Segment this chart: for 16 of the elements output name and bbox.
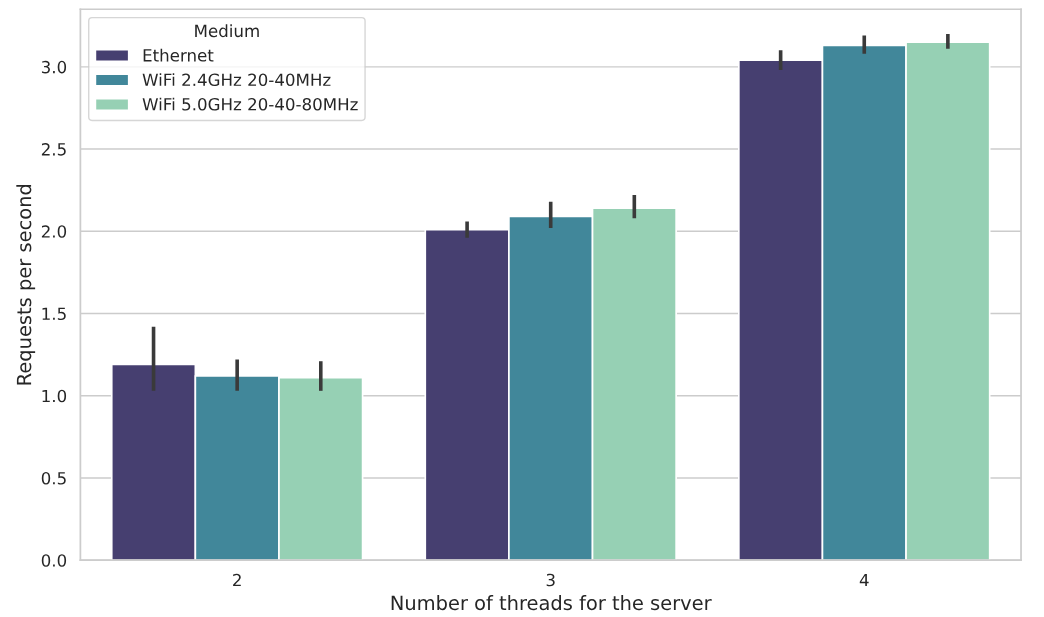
y-tick-label: 2.5 — [41, 143, 66, 156]
y-tick-label: 3.0 — [41, 60, 67, 74]
y-tick-label: 2.0 — [41, 225, 67, 238]
x-tick-label: 2 — [233, 573, 241, 587]
x-tick-label: 4 — [859, 573, 869, 587]
y-tick-label: 1.0 — [42, 389, 67, 403]
legend-label: WiFi 5.0GHz 20-40-80MHz — [142, 97, 358, 111]
x-tick-label: 3 — [546, 573, 555, 587]
y-tick-label: 1.5 — [42, 307, 66, 321]
legend-label: WiFi 2.4GHz 20-40MHz — [142, 73, 331, 87]
y-tick-label: 0.0 — [41, 554, 67, 567]
legend-title: Medium — [195, 24, 259, 38]
y-tick-label: 0.5 — [41, 471, 66, 485]
x-axis-title: Number of threads for the server — [391, 595, 712, 611]
legend-label: Ethernet — [143, 48, 214, 62]
y-axis-title: Requests per second — [16, 184, 36, 385]
